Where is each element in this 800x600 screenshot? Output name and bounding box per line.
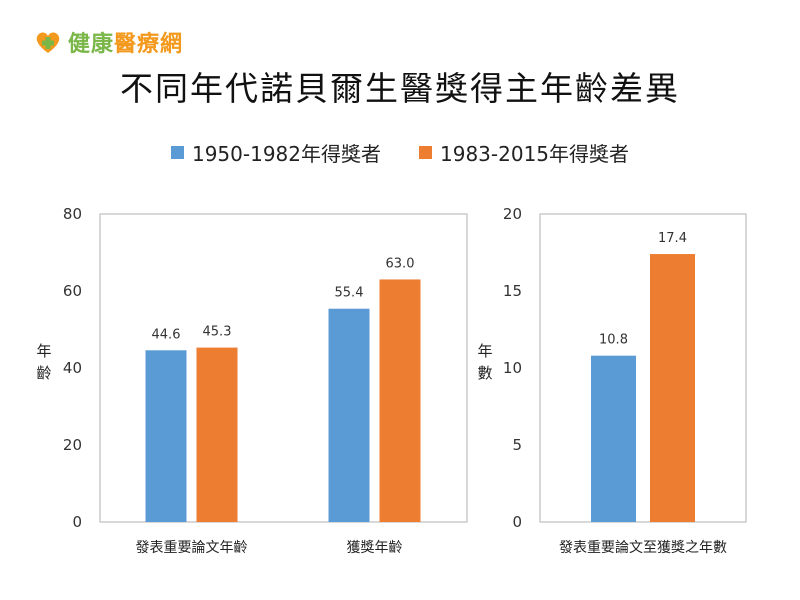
bar-2-2 [379, 279, 421, 522]
chart-legend: 1950-1982年得獎者 1983-2015年得獎者 [0, 138, 800, 167]
y-tick-label: 60 [63, 282, 82, 300]
y-axis-label-char: 年 [36, 342, 51, 360]
y-tick-label: 10 [503, 359, 522, 377]
brand-name-part2: 醫療網 [114, 32, 184, 57]
category-label: 發表重要論文年齡 [136, 540, 248, 556]
y-tick-label: 40 [63, 359, 82, 377]
data-label: 44.6 [152, 327, 181, 342]
legend-swatch-series2 [419, 146, 432, 159]
y-tick-label: 15 [503, 282, 522, 300]
y-tick-label: 20 [503, 205, 522, 223]
brand-logo: 健康醫療網 [34, 26, 183, 58]
y-tick-label: 20 [63, 436, 82, 454]
category-label: 發表重要論文至獲獎之年數 [559, 540, 727, 556]
data-label: 55.4 [335, 286, 364, 301]
plot-frame-2 [539, 213, 747, 523]
legend-item-series1: 1950-1982年得獎者 [170, 138, 381, 167]
y-axis-label-char: 數 [477, 364, 492, 382]
data-label: 17.4 [658, 231, 687, 246]
category-label: 獲獎年齡 [347, 540, 403, 556]
legend-swatch-series1 [170, 146, 184, 159]
data-label: 10.8 [599, 333, 628, 348]
legend-label-series1: 1950-1982年得獎者 [191, 142, 381, 166]
bar-1-1 [145, 350, 187, 522]
bar-1-2 [328, 308, 370, 522]
data-label: 45.3 [203, 325, 232, 340]
heart-cross-icon [36, 32, 60, 53]
bar-2-1 [196, 347, 238, 522]
y-tick-label: 80 [63, 205, 82, 223]
y-tick-label: 0 [512, 513, 522, 531]
y-axis-label-char: 齡 [36, 364, 51, 382]
brand-name-part1: 健康 [68, 32, 115, 57]
y-axis-label-char: 年 [477, 342, 492, 360]
legend-item-series2: 1983-2015年得獎者 [419, 138, 629, 167]
bar-2-1 [650, 254, 695, 523]
y-tick-label: 0 [72, 513, 82, 531]
data-label: 63.0 [386, 256, 415, 271]
chart-title: 不同年代諾貝爾生醫獎得主年齡差異 [120, 69, 680, 108]
legend-label-series2: 1983-2015年得獎者 [440, 142, 630, 166]
bar-1-1 [591, 355, 636, 522]
y-tick-label: 5 [512, 436, 522, 454]
plot-frame-1 [99, 213, 468, 523]
